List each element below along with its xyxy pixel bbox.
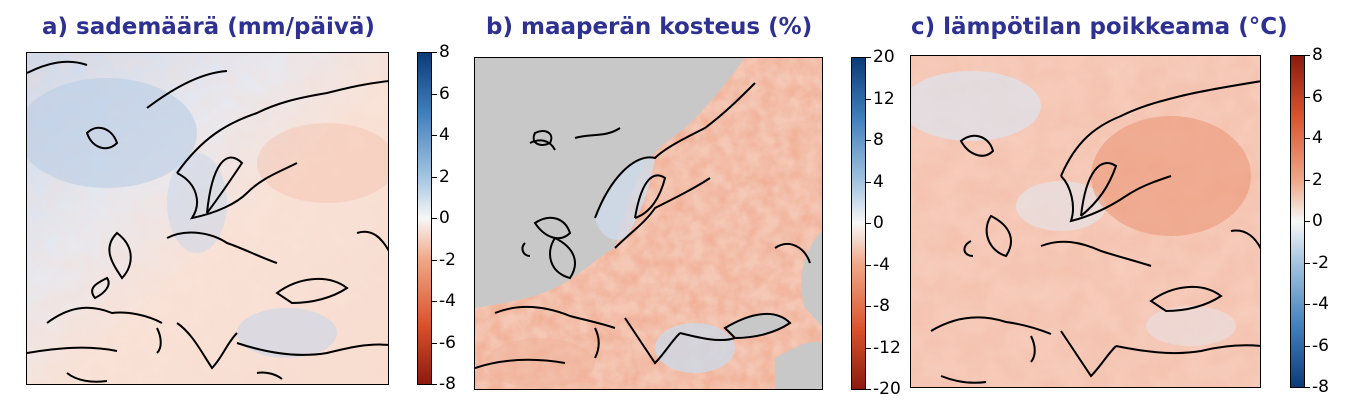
colorbar-tick-mark <box>1305 346 1310 347</box>
colorbar-tick-label: -8 <box>873 296 890 316</box>
panel-c-title: c) lämpötilan poikkeama (°C) <box>911 14 1288 40</box>
colorbar-tick-label: -20 <box>873 379 901 399</box>
colorbar-tick-mark <box>1305 304 1310 305</box>
colorbar-tick-label: 4 <box>439 125 450 145</box>
panel-b-coastlines <box>475 82 811 369</box>
colorbar-tick-mark <box>432 94 437 95</box>
panel-a-map <box>26 52 389 385</box>
panel-c-map <box>910 55 1261 388</box>
panel-c-colorbar <box>1290 55 1305 388</box>
colorbar-tick-label: -8 <box>439 374 456 394</box>
colorbar-tick-label: 12 <box>873 89 895 109</box>
colorbar-tick-mark <box>866 223 871 224</box>
colorbar-tick-mark <box>866 57 871 58</box>
colorbar-tick-label: 8 <box>439 42 450 62</box>
colorbar-tick-mark <box>866 389 871 390</box>
panel-c-coastlines <box>930 80 1260 384</box>
panel-a-title: a) sademäärä (mm/päivä) <box>42 14 375 40</box>
colorbar-tick-label: -8 <box>1312 377 1329 397</box>
colorbar-tick-label: 6 <box>439 84 450 104</box>
panel-b-map-svg <box>475 58 822 389</box>
panel-a-colorbar <box>417 52 432 385</box>
colorbar-tick-label: 0 <box>873 213 884 233</box>
colorbar-tick-mark <box>1305 138 1310 139</box>
colorbar-tick-label: 8 <box>1312 45 1323 65</box>
colorbar-tick-label: -4 <box>439 291 456 311</box>
colorbar-tick-mark <box>866 140 871 141</box>
colorbar-tick-mark <box>866 182 871 183</box>
colorbar-tick-mark <box>432 218 437 219</box>
panel-b-title: b) maaperän kosteus (%) <box>486 14 813 40</box>
colorbar-tick-mark <box>1305 387 1310 388</box>
colorbar-tick-label: 6 <box>1312 87 1323 107</box>
panel-b-map <box>474 57 823 390</box>
colorbar-tick-mark <box>432 260 437 261</box>
colorbar-tick-mark <box>1305 263 1310 264</box>
colorbar-tick-label: 4 <box>1312 128 1323 148</box>
panel-a-coastlines <box>27 60 388 383</box>
colorbar-tick-mark <box>432 384 437 385</box>
colorbar-tick-mark <box>432 177 437 178</box>
panel-c-map-svg <box>911 56 1260 387</box>
colorbar-tick-mark <box>432 343 437 344</box>
colorbar-tick-label: -6 <box>1312 336 1329 356</box>
colorbar-tick-label: -4 <box>873 255 890 275</box>
colorbar-tick-label: 2 <box>1312 170 1323 190</box>
colorbar-tick-label: 20 <box>873 47 895 67</box>
colorbar-tick-label: -6 <box>439 333 456 353</box>
colorbar-tick-mark <box>1305 180 1310 181</box>
colorbar-tick-mark <box>1305 221 1310 222</box>
colorbar-tick-mark <box>866 306 871 307</box>
colorbar-tick-label: 8 <box>873 130 884 150</box>
colorbar-tick-mark <box>432 52 437 53</box>
colorbar-tick-mark <box>432 135 437 136</box>
colorbar-tick-mark <box>866 348 871 349</box>
colorbar-tick-label: 0 <box>1312 211 1323 231</box>
panel-b-colorbar <box>851 57 866 390</box>
colorbar-tick-label: 4 <box>873 172 884 192</box>
colorbar-tick-mark <box>866 265 871 266</box>
colorbar-tick-mark <box>1305 55 1310 56</box>
colorbar-tick-label: -2 <box>1312 253 1329 273</box>
colorbar-tick-mark <box>432 301 437 302</box>
panel-a-map-svg <box>27 53 388 384</box>
colorbar-tick-label: 2 <box>439 167 450 187</box>
colorbar-tick-mark <box>866 99 871 100</box>
colorbar-tick-label: -4 <box>1312 294 1329 314</box>
colorbar-tick-mark <box>1305 97 1310 98</box>
colorbar-tick-label: 0 <box>439 208 450 228</box>
colorbar-tick-label: -12 <box>873 338 901 358</box>
colorbar-tick-label: -2 <box>439 250 456 270</box>
